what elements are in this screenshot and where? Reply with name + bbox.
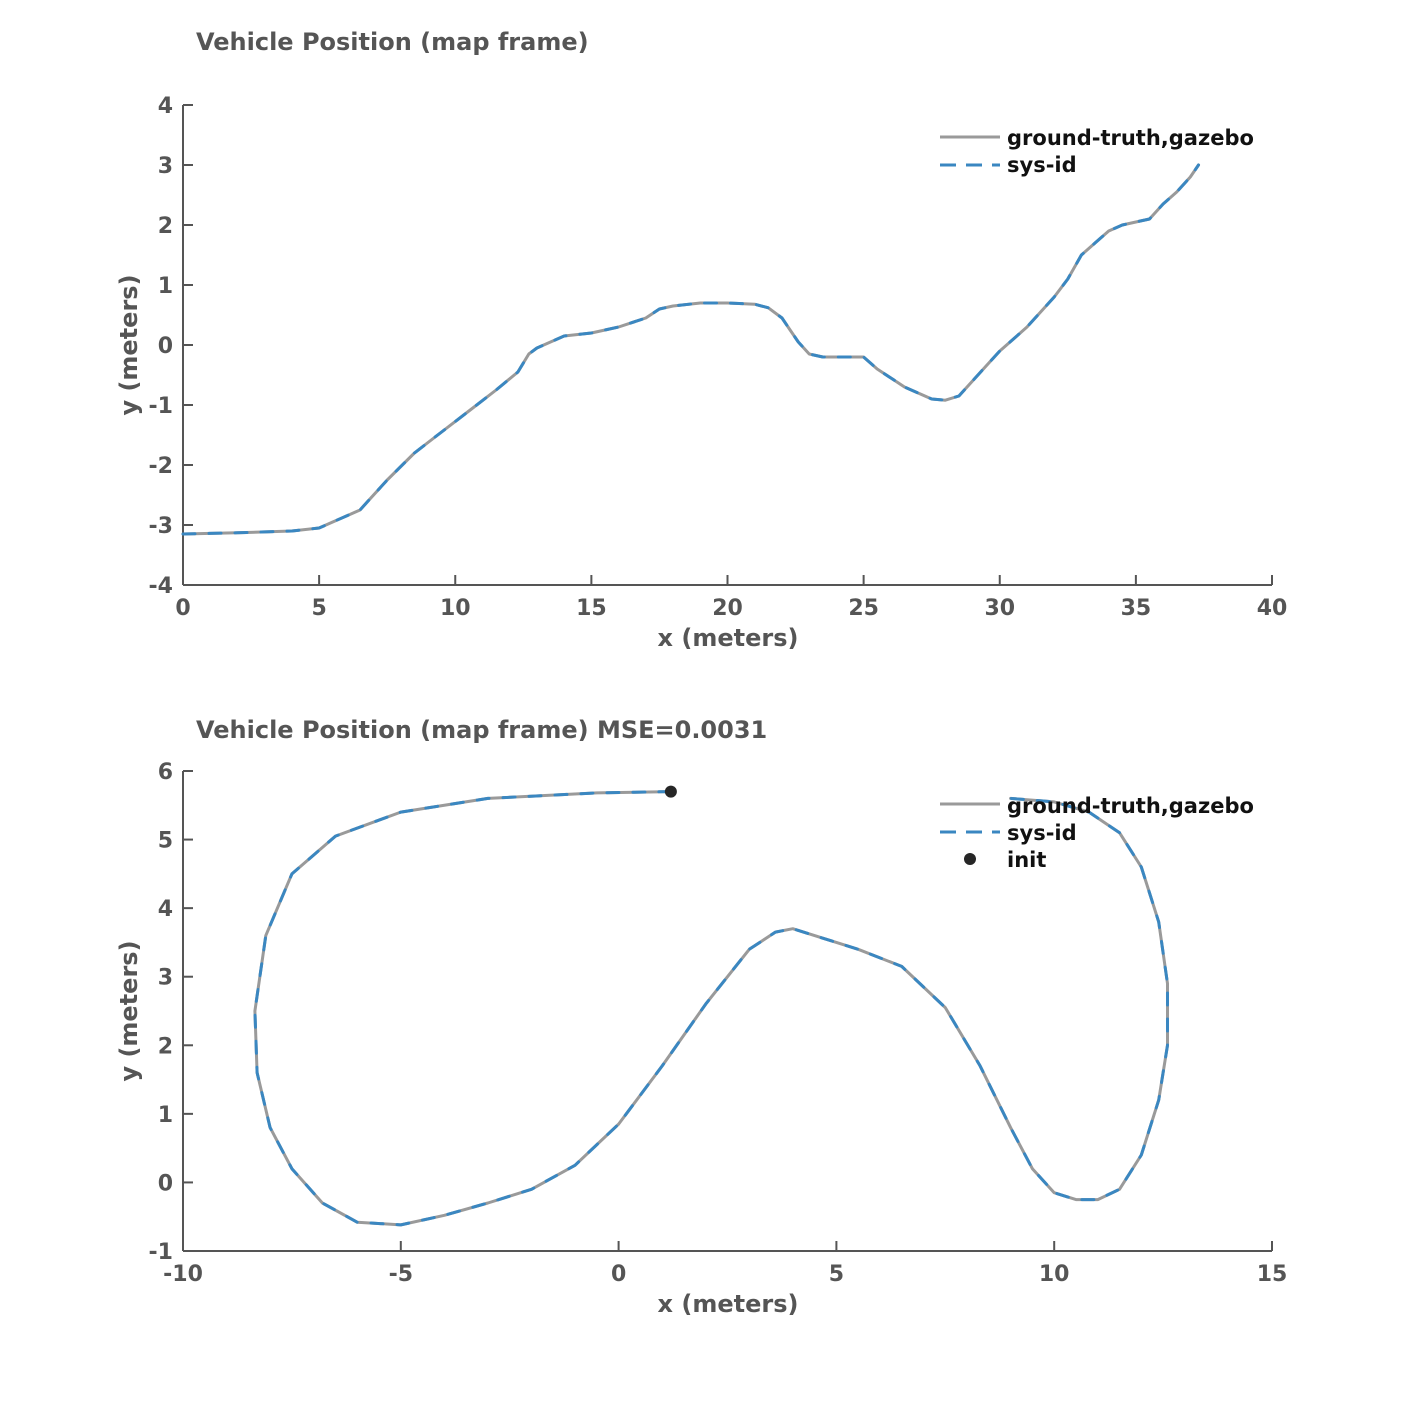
x-tick-label: 10 (440, 596, 471, 621)
y-tick-label: 5 (158, 829, 173, 854)
x-tick-label: 0 (611, 1262, 626, 1287)
init-point (664, 785, 677, 798)
y-tick-label: 3 (158, 154, 173, 179)
y-tick-label: 1 (158, 1103, 173, 1128)
series-layer (253, 785, 1169, 1227)
x-tick-label: 5 (829, 1262, 844, 1287)
y-axis-label: y (meters) (115, 274, 143, 415)
y-tick-label: 3 (158, 966, 173, 991)
x-tick-label: -10 (163, 1262, 203, 1287)
axes-lines (182, 771, 1272, 1252)
plot-title: Vehicle Position (map frame) (196, 28, 589, 56)
x-tick-label: 25 (848, 596, 879, 621)
x-tick-label: 40 (1257, 596, 1288, 621)
legend-label-sys-id: sys-id (1007, 821, 1077, 845)
legend-label-init: init (1007, 848, 1046, 872)
y-tick-label: 1 (158, 274, 173, 299)
plot-title: Vehicle Position (map frame) MSE=0.0031 (196, 716, 767, 744)
legend: ground-truth,gazebo sys-id init (940, 794, 1254, 872)
y-axis-label: y (meters) (115, 940, 143, 1081)
y-tick-label: -4 (149, 574, 173, 599)
y-tick-label: 2 (158, 214, 173, 239)
series-layer (181, 163, 1200, 536)
x-tick-label: 15 (576, 596, 607, 621)
x-tick-label: 30 (984, 596, 1015, 621)
x-ticks: -10 -5 0 5 10 15 (163, 1241, 1287, 1287)
x-tick-label: 10 (1039, 1262, 1070, 1287)
x-tick-label: 35 (1121, 596, 1152, 621)
x-tick-label: 20 (712, 596, 743, 621)
y-tick-label: 4 (158, 897, 173, 922)
legend-marker-init (964, 853, 976, 865)
y-tick-label: 0 (158, 334, 173, 359)
x-tick-label: 15 (1257, 1262, 1288, 1287)
y-tick-label: 6 (158, 760, 173, 785)
legend-label-sys-id: sys-id (1007, 153, 1077, 177)
legend: ground-truth,gazebo sys-id (940, 126, 1254, 177)
legend-label-ground-truth: ground-truth,gazebo (1007, 794, 1254, 818)
x-tick-label: 5 (311, 596, 326, 621)
y-tick-label: -2 (149, 454, 173, 479)
x-tick-label: -5 (389, 1262, 413, 1287)
y-tick-label: 0 (158, 1171, 173, 1196)
x-axis-label: x (meters) (658, 624, 799, 652)
x-ticks: 0 5 10 15 20 25 30 35 40 (175, 575, 1287, 621)
y-tick-label: -3 (149, 514, 173, 539)
y-tick-label: 2 (158, 1034, 173, 1059)
legend-label-ground-truth: ground-truth,gazebo (1007, 126, 1254, 150)
y-tick-label: 4 (158, 94, 173, 119)
series-sys-id-line (181, 163, 1200, 536)
y-tick-label: -1 (149, 394, 173, 419)
y-ticks: -1 0 1 2 3 4 5 6 (149, 760, 193, 1265)
plot-trajectory: Vehicle Position (map frame) 0 5 10 15 20 25 3… (115, 28, 1287, 652)
plot-loop-trajectory: Vehicle Position (map frame) MSE=0.0031 … (115, 716, 1287, 1318)
y-ticks: -4 -3 -2 -1 0 1 2 3 4 (149, 94, 193, 599)
y-tick-label: -1 (149, 1240, 173, 1265)
x-tick-label: 0 (175, 596, 190, 621)
x-axis-label: x (meters) (658, 1290, 799, 1318)
series-sys-id-line (253, 790, 1169, 1227)
